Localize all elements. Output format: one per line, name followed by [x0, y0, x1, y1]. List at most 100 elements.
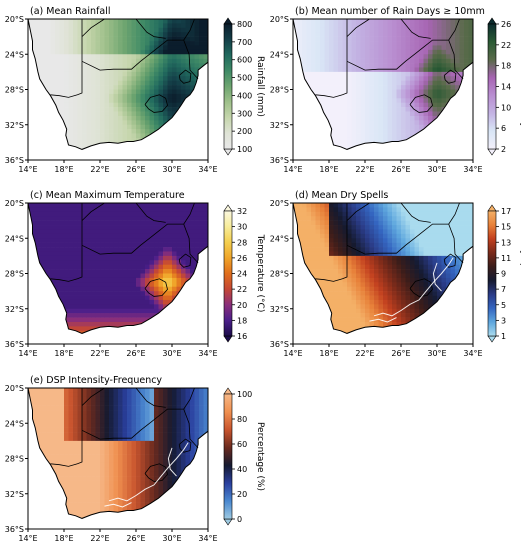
heatmap-cell: [118, 23, 123, 29]
heatmap-cell: [73, 133, 78, 139]
heatmap-cell: [154, 269, 159, 274]
heatmap-cell: [360, 255, 366, 261]
heatmap-cell: [441, 32, 447, 37]
heatmap-cell: [176, 85, 182, 90]
heatmap-cell: [378, 71, 384, 77]
heatmap-cell: [158, 216, 164, 221]
heatmap-cell: [185, 32, 191, 37]
heatmap-cell: [158, 93, 164, 99]
heatmap-cell: [396, 19, 402, 24]
heatmap-cell: [167, 80, 173, 86]
heatmap-cell: [324, 71, 330, 77]
heatmap-cell: [356, 54, 361, 59]
heatmap-cell: [419, 36, 424, 42]
heatmap-cell: [167, 36, 173, 42]
heatmap-cell: [374, 299, 379, 305]
heatmap-cell: [68, 85, 74, 90]
heatmap-cell: [419, 304, 424, 310]
heatmap-cell: [59, 67, 65, 73]
heatmap-cell: [55, 238, 60, 243]
heatmap-cell: [73, 41, 78, 46]
heatmap-cell: [396, 45, 402, 51]
heatmap-cell: [140, 207, 146, 213]
heatmap-cell: [360, 23, 366, 29]
heatmap-cell: [122, 295, 128, 301]
heatmap-cell: [338, 142, 343, 148]
heatmap-cell: [149, 313, 155, 318]
heatmap-cell: [405, 80, 411, 86]
heatmap-cell: [333, 137, 339, 143]
heatmap-cell: [136, 58, 141, 64]
heatmap-cell: [95, 216, 101, 221]
x-tick-label: 26°E: [391, 165, 410, 174]
heatmap-cell: [369, 102, 375, 108]
heatmap-cell: [338, 264, 343, 270]
heatmap-cell: [396, 120, 402, 126]
heatmap-cell: [437, 19, 442, 24]
heatmap-cell: [342, 58, 348, 64]
heatmap-cell: [315, 225, 321, 230]
heatmap-cell: [131, 120, 137, 126]
heatmap-cell: [450, 32, 456, 37]
heatmap-cell: [59, 111, 65, 117]
heatmap-cell: [311, 41, 316, 46]
heatmap-cell: [59, 85, 65, 90]
heatmap-cell: [414, 255, 420, 261]
heatmap-cell: [374, 49, 379, 55]
heatmap-cell: [64, 111, 69, 117]
heatmap-cell: [414, 85, 420, 90]
heatmap-cell: [163, 58, 168, 64]
heatmap-cell: [73, 93, 78, 99]
heatmap-cell: [396, 89, 402, 95]
heatmap-cell: [50, 229, 56, 235]
heatmap-cell: [356, 111, 361, 117]
heatmap-cell: [369, 308, 375, 314]
heatmap-cell: [356, 211, 361, 217]
heatmap-cell: [185, 216, 191, 221]
heatmap-cell: [347, 260, 352, 265]
heatmap-cell: [55, 233, 60, 239]
heatmap-cell: [158, 295, 164, 301]
colorbar-bar: [223, 210, 233, 337]
heatmap-cell: [324, 45, 330, 51]
heatmap-cell: [41, 264, 47, 270]
heatmap-cell: [329, 251, 334, 257]
heatmap-cell: [342, 32, 348, 37]
heatmap-cell: [91, 203, 96, 208]
heatmap-cell: [158, 19, 164, 24]
heatmap-cell: [383, 277, 388, 283]
heatmap-cell: [68, 220, 74, 226]
heatmap-cell: [455, 76, 460, 81]
heatmap-cell: [109, 133, 114, 139]
heatmap-cell: [140, 54, 146, 59]
heatmap-cell: [131, 321, 137, 327]
heatmap-cell: [194, 207, 200, 213]
heatmap-cell: [122, 273, 128, 279]
heatmap-cell: [77, 295, 83, 301]
heatmap-cell: [55, 71, 60, 77]
heatmap-cell: [181, 255, 186, 261]
heatmap-cell: [401, 295, 406, 301]
heatmap-cell: [55, 23, 60, 29]
heatmap-cell: [131, 133, 137, 139]
heatmap-cell: [414, 207, 420, 213]
heatmap-cell: [383, 27, 388, 33]
heatmap-cell: [347, 295, 352, 301]
heatmap-cell: [118, 203, 123, 208]
heatmap-cell: [342, 242, 348, 248]
heatmap-cell: [86, 269, 92, 274]
heatmap-cell: [410, 63, 415, 68]
country-border: [135, 202, 166, 223]
heatmap-cell: [351, 36, 357, 42]
heatmap-cell: [158, 102, 164, 108]
heatmap-cell: [401, 282, 406, 288]
heatmap-cell: [82, 238, 87, 243]
heatmap-cell: [145, 80, 150, 86]
heatmap-cell: [59, 58, 65, 64]
heatmap-cell: [131, 313, 137, 318]
heatmap-cell: [86, 317, 92, 323]
heatmap-cell: [333, 286, 339, 292]
heatmap-cell: [37, 27, 42, 33]
heatmap-cell: [181, 233, 186, 239]
